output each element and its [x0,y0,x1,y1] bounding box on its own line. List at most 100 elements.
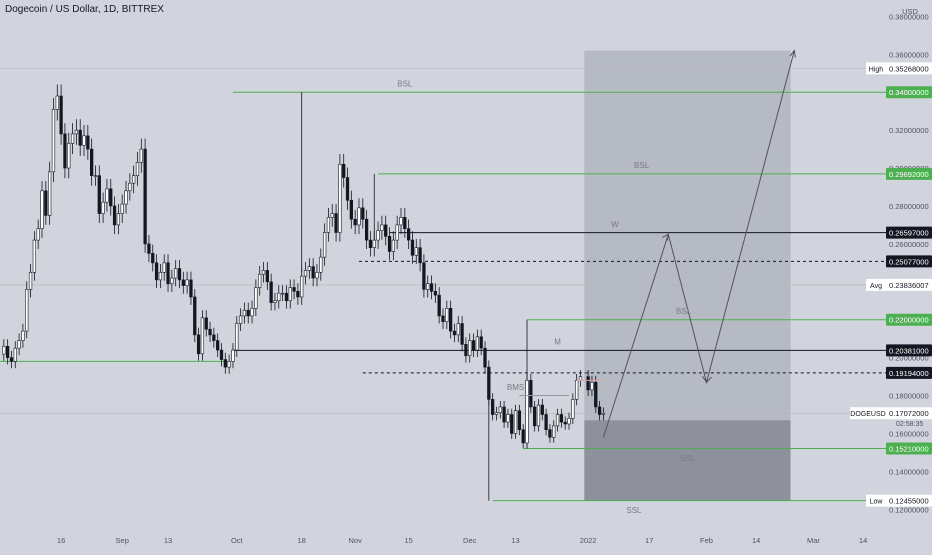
candle-body [235,323,239,351]
price-tag-0251: 0.25077000 [889,257,929,266]
candle-body [261,270,266,275]
price-tag-0297: 0.29692000 [889,170,929,179]
annotation-bsl-3: BSL [676,307,692,316]
candle-body [204,317,208,330]
low-price-tag-bg [886,494,932,507]
candle-body [387,236,392,252]
price-tag-0192-bg [886,366,932,379]
candle-body [151,253,155,264]
price-tag-0152: 0.15210000 [889,444,929,453]
annotation-bsl-1: BSL [397,80,413,89]
annotation-w: W [611,220,619,229]
y-tick-label: 0.38000000 [889,12,929,21]
symbol-tag-bg [850,407,886,420]
last-price-tag: 0.17072000 [889,409,929,418]
x-tick-label: Mar [807,536,820,545]
candle-body [112,205,117,226]
candle-body [135,162,140,176]
candle-body [475,336,480,351]
x-tick-label: 15 [404,536,412,545]
symbol-tag: DOGEUSD [850,411,885,418]
x-tick-label: 18 [298,536,306,545]
candle-body [166,262,170,284]
candle-body [578,376,583,381]
y-tick-label: 0.18000000 [889,392,929,401]
avg-price-tag: 0.23836007 [889,281,929,290]
candle-body [303,270,308,277]
candle-body [384,224,388,237]
candle-body [567,418,571,425]
candle-body [97,175,101,214]
x-tick-label: 16 [57,536,65,545]
candle-body [227,361,231,368]
candle-body [158,272,163,281]
candle-body [483,347,487,368]
candle-body [326,217,331,233]
candle-body [395,224,399,241]
candle-body [536,404,541,427]
price-tag-0204-bg [886,344,932,357]
candle-body [32,239,37,273]
candle-body [246,309,250,317]
candle-body [471,340,476,351]
candle-body [55,95,59,110]
candle-body [277,292,281,302]
candle-body [116,213,121,226]
annotation-bsl-2: BSL [634,161,650,170]
candle-body [410,239,415,256]
candle-body [162,262,166,273]
candle-body [513,410,518,434]
candle-body [525,380,529,444]
candle-body [254,287,258,309]
candle-body [456,323,460,336]
candle-body [181,279,185,286]
candle-body [292,287,296,292]
x-tick-label: 14 [859,536,867,545]
candle-body [502,406,506,423]
price-tag-0204: 0.20381000 [889,346,929,355]
candle-body [597,406,602,415]
high-label-bg [866,62,886,75]
candle-body [78,129,82,146]
candle-body [399,217,403,226]
candle-body [372,239,376,248]
price-tag-0192: 0.19194000 [889,369,929,378]
candle-body [498,406,502,413]
candle-body [48,171,52,216]
candle-body [464,344,468,357]
x-tick-label: 2022 [580,536,597,545]
candle-body [429,283,434,292]
candle-body [219,349,224,360]
candle-body [13,347,17,362]
candle-body [223,359,227,368]
candle-body [105,188,109,203]
candle-body [559,414,564,423]
candle-body [403,217,407,230]
price-tag-0297-bg [886,167,932,180]
candle-body [258,273,262,288]
candle-body [185,279,189,286]
candle-body [406,228,411,241]
candle-body [59,95,63,135]
candle-body [296,290,300,298]
candle-body [40,190,44,230]
candle-body [586,376,590,391]
candle-body [548,429,552,438]
candle-body [418,247,422,264]
candle-body [139,148,143,163]
candle-body [315,272,319,279]
projection-path [602,50,795,438]
candle-body [200,317,205,355]
candle-body [361,207,365,220]
target-zone [584,50,791,421]
candle-body [368,239,373,248]
candle-body [479,336,483,349]
x-tick-label: Feb [700,536,713,545]
candle-body [17,340,21,349]
candle-body [426,283,430,290]
candle-body [9,357,14,362]
candle-body [540,404,544,415]
